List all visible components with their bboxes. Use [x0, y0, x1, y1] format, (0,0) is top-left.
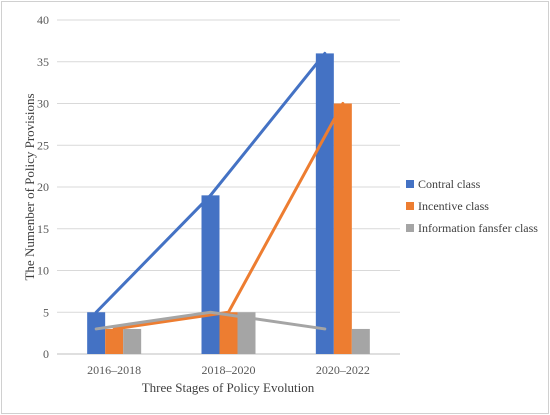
- bar: [315, 53, 334, 355]
- trend-line: [112, 102, 345, 331]
- bar: [237, 312, 256, 354]
- x-tick-label: 2018–2020: [202, 363, 256, 377]
- y-tick-label: 5: [43, 305, 49, 319]
- legend-swatch: [406, 202, 414, 210]
- bar: [105, 328, 124, 354]
- y-tick-label: 25: [37, 138, 49, 152]
- gridlines: [57, 19, 400, 355]
- bar: [333, 103, 352, 354]
- legend-label: Incentive class: [418, 199, 489, 213]
- y-tick-label: 40: [37, 13, 49, 27]
- y-tick-label: 0: [43, 347, 49, 361]
- legend-swatch: [406, 180, 414, 188]
- y-axis-title: The Numenber of Policy Provisions: [22, 93, 37, 280]
- trend-lines: [94, 51, 345, 331]
- bar: [351, 328, 370, 354]
- legend-swatch: [406, 224, 414, 232]
- y-tick-label: 30: [37, 97, 49, 111]
- y-tick-label: 20: [37, 180, 49, 194]
- legend: Contral class Incentive class Information …: [406, 177, 538, 235]
- trend-line: [94, 51, 327, 314]
- bar: [219, 312, 238, 354]
- bar: [123, 328, 142, 354]
- x-tick-label: 2020–2022: [316, 363, 370, 377]
- bar: [87, 312, 106, 354]
- x-axis-title: Three Stages of Policy Evolution: [142, 380, 315, 395]
- y-tick-labels: 0 5 10 15 20 25 30 35 40: [37, 13, 49, 361]
- trend-line: [94, 310, 327, 331]
- legend-label: Information fansfer class: [418, 221, 538, 235]
- y-tick-label: 15: [37, 222, 49, 236]
- bar: [201, 195, 220, 354]
- legend-label: Contral class: [418, 177, 481, 191]
- x-tick-label: 2016–2018: [87, 363, 141, 377]
- y-tick-label: 35: [37, 55, 49, 69]
- bars: [87, 53, 370, 355]
- y-tick-label: 10: [37, 264, 49, 278]
- x-tick-labels: 2016–2018 2018–2020 2020–2022: [87, 363, 370, 377]
